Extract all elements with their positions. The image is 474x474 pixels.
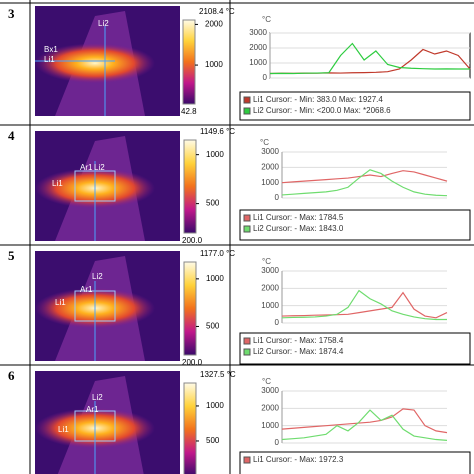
image-label: Ar1 <box>86 405 99 414</box>
colorbar-min: 200.0 <box>182 236 203 245</box>
y-tick-label: 2000 <box>261 162 279 171</box>
colorbar-max: 1149.6 °C <box>200 127 235 136</box>
y-tick-label: 0 <box>275 193 280 202</box>
colorbar <box>183 261 197 356</box>
legend-box <box>239 332 471 365</box>
unit-label: °C <box>262 257 271 266</box>
image-label: Bx1 <box>44 45 58 54</box>
image-label: Li1 <box>55 298 66 307</box>
y-tick-label: 1000 <box>249 58 267 67</box>
colorbar-max: 1177.0 °C <box>200 249 235 258</box>
y-tick-label: 1000 <box>261 301 279 310</box>
image-label: Li2 <box>98 19 109 28</box>
colorbar-tick-label: 2000 <box>205 20 223 29</box>
hot-spot <box>35 43 155 84</box>
colorbar-max: 2108.4 °C <box>199 7 235 16</box>
unit-label: °C <box>262 15 271 24</box>
colorbar-tick-label: 1000 <box>205 60 223 69</box>
colorbar-tick-label: 1000 <box>206 401 224 410</box>
row-number: 3 <box>8 6 15 21</box>
row-number: 6 <box>8 368 15 383</box>
image-label: Ar1 <box>80 285 93 294</box>
legend-swatch <box>243 337 251 345</box>
y-tick-label: 0 <box>263 73 268 82</box>
colorbar-min: 200.0 <box>182 358 203 367</box>
series-line <box>281 170 448 184</box>
y-tick-label: 0 <box>275 318 280 327</box>
colorbar-tick-label: 1000 <box>206 150 224 159</box>
image-label: Li2 <box>92 393 103 402</box>
legend-entry: Li1 Cursor: - Max: 1784.5 <box>253 213 344 222</box>
colorbar-tick-label: 500 <box>206 436 220 445</box>
image-label: Li1 <box>44 55 55 64</box>
colorbar-max: 1327.5 °C <box>200 370 236 379</box>
legend-swatch <box>243 96 251 104</box>
legend-box <box>239 209 471 241</box>
series-line <box>281 409 448 441</box>
legend-box <box>239 451 471 474</box>
y-tick-label: 2000 <box>261 403 279 412</box>
y-tick-label: 3000 <box>261 386 279 395</box>
y-tick-label: 1000 <box>261 178 279 187</box>
colorbar-tick-label: 1000 <box>206 274 224 283</box>
colorbar <box>182 19 196 105</box>
unit-label: °C <box>260 138 269 147</box>
row-number: 4 <box>8 128 15 143</box>
y-tick-label: 3000 <box>261 266 279 275</box>
series-line <box>269 42 470 75</box>
legend-entry: Li1 Cursor: - Max: 1972.3 <box>253 455 344 464</box>
legend-entry: Li1 Cursor: - Min: 383.0 Max: 1927.4 <box>253 95 383 104</box>
legend-swatch <box>243 348 251 356</box>
y-tick-label: 1000 <box>261 421 279 430</box>
legend-swatch <box>243 214 251 222</box>
y-tick-label: 2000 <box>249 43 267 52</box>
series-line <box>281 289 447 321</box>
legend-entry: Li1 Cursor: - Max: 1758.4 <box>253 336 344 345</box>
legend-swatch <box>243 107 251 115</box>
colorbar-min: 42.8 <box>181 107 197 116</box>
legend-entry: Li2 Cursor: - Min: <200.0 Max: *2068.6 <box>253 106 391 115</box>
image-label: Li1 <box>58 425 69 434</box>
legend-entry: Li2 Cursor: - Max: 1874.4 <box>253 347 344 356</box>
legend-box <box>239 91 471 121</box>
series-line <box>269 48 471 75</box>
image-label: Li1 <box>52 179 63 188</box>
series-line <box>281 291 448 319</box>
unit-label: °C <box>262 377 271 386</box>
image-label: Li2 <box>92 272 103 281</box>
image-label: Li2 <box>94 163 105 172</box>
y-tick-label: 2000 <box>261 283 279 292</box>
image-label: Ar1 <box>80 163 93 172</box>
colorbar <box>183 139 197 234</box>
legend-swatch <box>243 225 251 233</box>
colorbar-tick-label: 500 <box>206 199 220 208</box>
y-tick-label: 0 <box>275 438 280 447</box>
series-line <box>281 408 448 434</box>
y-tick-label: 3000 <box>261 147 279 156</box>
colorbar-tick-label: 500 <box>206 322 220 331</box>
y-tick-label: 3000 <box>249 28 267 37</box>
series-line <box>281 169 448 197</box>
legend-entry: Li2 Cursor: - Max: 1843.0 <box>253 224 344 233</box>
colorbar <box>183 382 197 474</box>
legend-swatch <box>243 456 251 464</box>
row-number: 5 <box>8 248 15 263</box>
